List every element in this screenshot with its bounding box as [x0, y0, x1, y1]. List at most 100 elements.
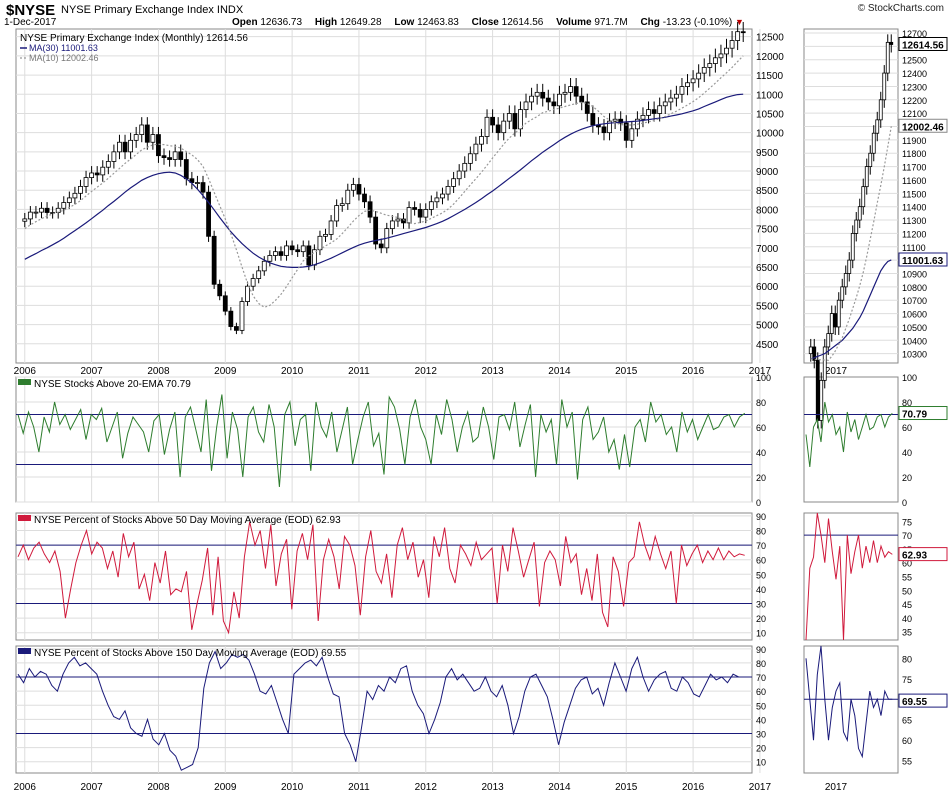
pct50-panel-title: NYSE Percent of Stocks Above 50 Day Movi… [34, 515, 341, 526]
side-ema20-y-tick-label: 0 [902, 498, 907, 508]
price-candle-body [300, 245, 306, 253]
side-pct150-last-tag: 69.55 [902, 697, 927, 708]
price-candle-body [323, 233, 328, 237]
pct50-y-tick-label: 40 [756, 585, 766, 595]
price-candle-body [662, 101, 668, 107]
pct150-y-tick-label: 10 [756, 758, 766, 768]
x-tick-label-bottom: 2010 [281, 782, 304, 793]
price-y-tick-label: 8000 [756, 205, 779, 216]
pct50-y-tick-label: 60 [756, 556, 766, 566]
price-candle-body [718, 53, 724, 59]
x-tick-label-top: 2011 [348, 366, 370, 377]
ema20-y-tick-label: 20 [756, 473, 766, 483]
price-candle-body [278, 251, 284, 256]
ema20-y-tick-label: 100 [756, 373, 771, 383]
side-ema20-y-tick-label: 20 [902, 473, 912, 483]
side-price-y-tick-label: 12200 [902, 96, 927, 106]
price-candle-body [451, 178, 457, 187]
price-y-tick-label: 9500 [756, 148, 779, 159]
pct150-legend-swatch [18, 648, 31, 654]
price-candle-body [100, 166, 106, 176]
ema20-y-tick-label: 80 [756, 398, 766, 408]
price-y-tick-label: 11000 [756, 90, 784, 101]
x-tick-label-bottom: 2012 [415, 782, 438, 793]
price-candle-body [217, 283, 223, 297]
price-candle-body [89, 172, 95, 178]
price-candle-body [139, 124, 145, 135]
price-candle-body [512, 113, 518, 130]
side-price-y-tick-label: 11600 [902, 176, 926, 186]
price-candle-body [156, 134, 161, 157]
side-pct50-y-tick-label: 35 [902, 628, 912, 638]
x-tick-label-bottom: 2009 [214, 782, 237, 793]
side-ema20-series-line [805, 401, 893, 468]
side-candle-body [829, 313, 834, 335]
price-candle-body [334, 205, 340, 222]
price-candle-body [501, 120, 507, 134]
price-candle-body [206, 191, 211, 237]
side-panel-frame-2 [803, 512, 899, 641]
x-tick-label-top: 2007 [80, 366, 103, 377]
ohlc-summary: Open 12636.73 High 12649.28 Low 12463.83… [232, 17, 744, 28]
pct150-y-tick-label: 40 [756, 715, 766, 725]
stockcharts-logo: © StockCharts.com [857, 3, 944, 14]
chart-date: 1-Dec-2017 [4, 17, 57, 28]
price-candle-body [289, 245, 295, 251]
price-candle-body [668, 97, 674, 103]
ma10-line [24, 55, 744, 308]
price-candle-body [150, 134, 156, 143]
side-ma10-tag: 12002.46 [902, 122, 944, 133]
price-candle-body [712, 57, 718, 64]
price-candle-body [222, 295, 228, 312]
price-candle-body [172, 151, 178, 160]
side-ema20-last-tag: 70.79 [902, 410, 927, 421]
price-candle-body [679, 86, 685, 95]
price-candle-body [72, 192, 78, 199]
price-candle-body [601, 126, 607, 134]
side-pct50-y-tick-label: 75 [902, 517, 912, 527]
price-candle-body [250, 278, 256, 287]
price-candle-body [78, 186, 83, 194]
side-candle-body [889, 41, 894, 45]
price-candle-body [373, 216, 379, 245]
pct50-y-tick-label: 50 [756, 570, 766, 580]
price-candle-body [518, 109, 523, 130]
close-label: Close [471, 17, 499, 28]
price-candle-body [367, 201, 373, 218]
volume-label: Volume [556, 17, 592, 28]
high-label: High [314, 17, 338, 28]
x-tick-label-bottom: 2013 [481, 782, 504, 793]
x-tick-label-top: 2015 [615, 366, 638, 377]
price-candle-body [239, 301, 245, 331]
price-candle-body [729, 40, 735, 49]
x-tick-label-top: 2009 [214, 366, 237, 377]
side-price-y-tick-label: 10800 [902, 283, 927, 293]
price-candle-body [195, 182, 200, 184]
price-candle-body [272, 251, 278, 256]
price-y-tick-label: 12500 [756, 33, 784, 44]
x-tick-label-top: 2012 [415, 366, 438, 377]
side-pct50-last-tag-box [898, 547, 948, 562]
price-candle-body [557, 93, 562, 107]
side-price-y-tick-label: 11400 [902, 203, 926, 213]
side-ema20-y-tick-label: 40 [902, 448, 912, 458]
price-candle-body [22, 218, 28, 222]
side-x-tick-label-bottom: 2017 [825, 782, 848, 793]
side-pct50-y-tick-label: 60 [902, 559, 912, 569]
side-pct50-last-tag: 62.93 [902, 551, 927, 562]
index-name: NYSE Primary Exchange Index INDX [61, 4, 244, 16]
price-candle-body [350, 184, 356, 191]
price-candle-body [27, 211, 33, 220]
pct50-y-tick-label: 20 [756, 614, 766, 624]
price-candle-body [724, 47, 729, 55]
side-price-y-tick-label: 11700 [902, 163, 926, 173]
price-y-tick-label: 5500 [756, 301, 779, 312]
side-pct50-series-line [805, 512, 893, 641]
price-candle-body [389, 220, 395, 230]
pct150-y-tick-label: 50 [756, 701, 766, 711]
price-candle-body [66, 197, 72, 203]
side-ema20-last-tag-box [898, 406, 948, 421]
price-candle-body [61, 202, 67, 209]
ema20-y-tick-label: 60 [756, 423, 766, 433]
